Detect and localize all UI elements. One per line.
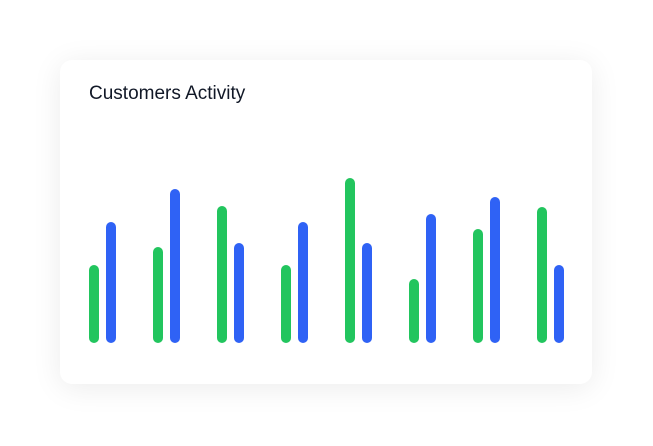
bar [426, 214, 436, 343]
bar [281, 265, 291, 343]
bar [217, 206, 227, 343]
bar [362, 243, 372, 343]
bar [473, 229, 483, 343]
bar [554, 265, 564, 343]
bar [537, 207, 547, 343]
card [60, 60, 592, 384]
bar [298, 222, 308, 343]
bar [234, 243, 244, 343]
bar [409, 279, 419, 343]
bar [106, 222, 116, 343]
bar [89, 265, 99, 343]
bar [153, 247, 163, 343]
bar [345, 178, 355, 343]
bar [170, 189, 180, 343]
bar [490, 197, 500, 343]
chart-title: Customers Activity [89, 83, 246, 104]
